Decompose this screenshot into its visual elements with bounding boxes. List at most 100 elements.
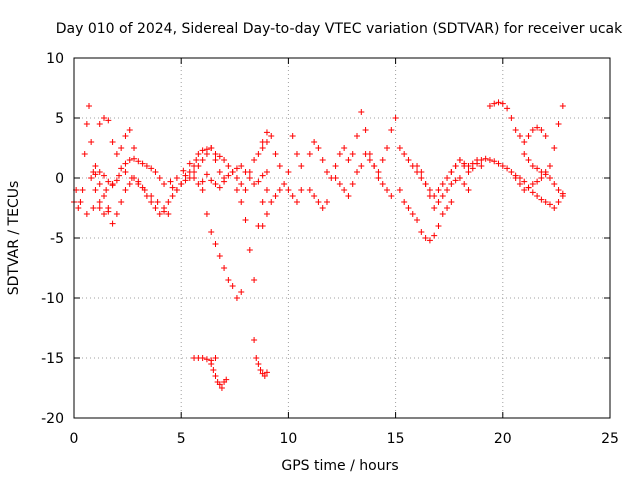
data-point [216, 253, 223, 259]
data-point [521, 139, 528, 145]
data-point [259, 199, 266, 205]
data-point [538, 196, 545, 203]
data-point [521, 151, 528, 157]
data-point [233, 187, 240, 193]
data-point [345, 193, 352, 199]
data-point [238, 163, 245, 169]
data-point [285, 187, 292, 193]
data-point [336, 181, 343, 187]
data-point [311, 193, 318, 199]
data-point [384, 145, 391, 151]
data-point [542, 171, 549, 178]
data-point [448, 199, 455, 205]
data-point [167, 178, 174, 185]
data-point [77, 199, 84, 205]
x-tick-label: 20 [494, 431, 512, 447]
data-point [289, 193, 296, 199]
data-point [126, 157, 133, 163]
data-point [131, 155, 138, 162]
data-point [259, 139, 266, 145]
data-point [178, 181, 185, 187]
data-point [212, 181, 219, 187]
data-point [101, 172, 108, 179]
data-point [199, 157, 206, 163]
data-point [448, 181, 455, 187]
data-point [379, 181, 386, 187]
data-point [418, 169, 425, 175]
data-point [482, 155, 489, 162]
data-point [439, 211, 446, 217]
data-point [332, 163, 339, 169]
data-point [529, 127, 536, 133]
data-point [345, 157, 352, 163]
data-point [246, 247, 253, 253]
data-point [101, 193, 108, 199]
data-point [525, 184, 532, 191]
data-point [238, 289, 245, 295]
data-point [384, 187, 391, 193]
data-point [195, 181, 202, 187]
series-arc-t [332, 151, 395, 199]
data-point [263, 129, 270, 136]
data-point [101, 115, 108, 121]
data-point [216, 153, 223, 160]
data-point [293, 199, 300, 205]
series-arc-u [396, 187, 455, 244]
y-tick-label: -10 [41, 291, 64, 307]
data-point [233, 295, 240, 301]
data-point [216, 381, 223, 388]
data-point [491, 100, 498, 107]
data-point [375, 169, 382, 175]
data-point [86, 103, 93, 109]
data-point [126, 127, 133, 133]
data-point [315, 199, 322, 205]
data-point [173, 187, 180, 193]
data-point [96, 181, 103, 187]
data-point [161, 208, 168, 215]
data-point [105, 178, 112, 185]
data-point [529, 181, 536, 187]
data-point [92, 171, 99, 178]
data-point [555, 187, 562, 193]
series-arc-y [486, 99, 549, 145]
data-point [156, 211, 163, 217]
data-point [469, 165, 476, 172]
x-tick-label: 0 [70, 431, 79, 447]
data-point [191, 175, 198, 181]
data-point [525, 157, 532, 163]
data-point [276, 163, 283, 169]
data-point [289, 133, 296, 139]
data-point [551, 181, 558, 187]
data-point [306, 187, 313, 193]
x-axis-label: GPS time / hours [281, 458, 398, 474]
data-point [263, 211, 270, 217]
data-point [486, 103, 493, 109]
y-axis-label: SDTVAR / TECUs [6, 181, 22, 296]
data-point [208, 177, 215, 184]
data-point [135, 158, 142, 165]
x-tick-label: 25 [601, 431, 619, 447]
data-point [512, 175, 519, 181]
data-point [263, 369, 270, 376]
data-point [238, 199, 245, 205]
data-point [272, 193, 279, 199]
data-point [268, 133, 275, 139]
data-point [259, 172, 266, 179]
data-point [559, 103, 566, 109]
data-point [143, 163, 150, 169]
data-point [103, 187, 110, 193]
data-point [83, 121, 90, 127]
data-point [555, 199, 562, 205]
series-arc-h [191, 139, 270, 193]
data-point [88, 139, 95, 145]
data-point [371, 163, 378, 169]
data-points [71, 99, 566, 391]
data-point [113, 151, 120, 157]
data-point [154, 199, 161, 205]
data-point [486, 157, 493, 163]
data-point [208, 145, 215, 151]
data-point [251, 337, 258, 343]
data-point [332, 175, 339, 181]
